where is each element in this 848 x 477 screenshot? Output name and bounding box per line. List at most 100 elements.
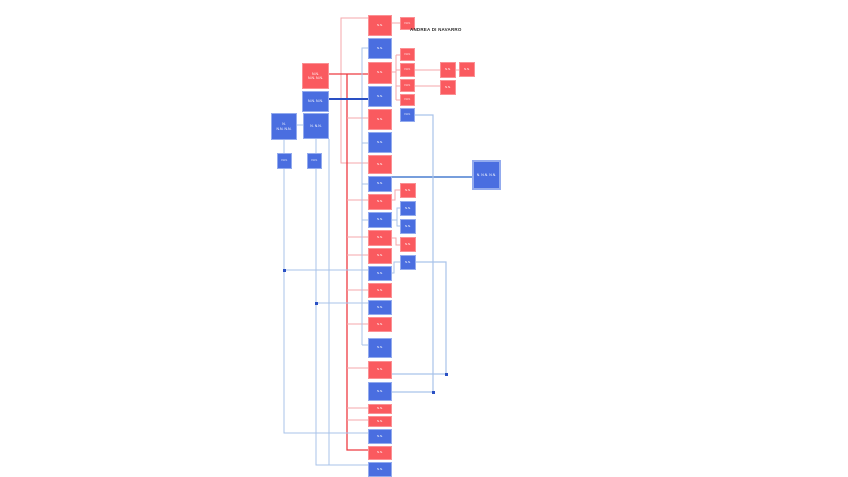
person-node-m18[interactable]: N.N. <box>368 361 392 379</box>
person-node-c7[interactable]: N.N. <box>400 183 416 198</box>
person-node-label: N.N. <box>405 259 411 264</box>
person-node-label: N.N. <box>377 367 383 372</box>
person-node-c3[interactable]: N.N. <box>400 63 415 77</box>
person-node-label: N. N.N. <box>310 123 322 128</box>
person-node-label: N.N. <box>311 158 318 163</box>
person-node-m2[interactable]: N.N. <box>368 38 392 59</box>
person-node-label: N.N. <box>281 158 288 163</box>
person-node-label: N.N. <box>404 82 411 87</box>
person-node-m23[interactable]: N.N. <box>368 446 392 460</box>
connector-line <box>392 261 447 375</box>
person-node-m12[interactable]: N.N. <box>368 248 392 264</box>
connector-line <box>346 74 368 451</box>
person-node-B1[interactable]: N. N.N. N.N. <box>472 160 501 190</box>
person-node-label: N.N. <box>404 20 411 25</box>
junction-dot <box>283 269 286 272</box>
connector-line <box>315 169 368 466</box>
person-node-m11[interactable]: N.N. <box>368 230 392 246</box>
person-node-c9[interactable]: N.N. <box>400 219 416 234</box>
person-node-label: N.N. <box>464 66 470 71</box>
person-node-label: N.N. <box>377 235 383 240</box>
person-node-c8[interactable]: N.N. <box>400 201 416 216</box>
person-node-label: N.N. <box>404 67 411 72</box>
person-node-label: N.N. <box>404 51 411 56</box>
person-node-m4[interactable]: N.N. <box>368 86 392 107</box>
person-node-label: N.N. <box>377 116 383 121</box>
person-node-label: N.N. N.N. <box>308 99 323 104</box>
person-node-m15[interactable]: N.N. <box>368 300 392 315</box>
connector-line <box>361 47 368 345</box>
person-node-label: N.N. <box>445 67 451 72</box>
person-node-c1[interactable]: N.N. <box>400 17 415 30</box>
person-node-label: N.N. <box>377 304 383 309</box>
person-node-label: N.N. <box>377 181 383 186</box>
person-node-label: N.N. <box>377 321 383 326</box>
person-node-label: N.N. <box>405 205 411 210</box>
person-node-r3[interactable]: N.N. <box>440 80 456 95</box>
person-node-r2[interactable]: N.N. <box>459 62 475 77</box>
person-node-L5[interactable]: N.N. <box>277 153 292 169</box>
person-node-label: N.N. <box>377 287 383 292</box>
connector-line <box>392 189 400 201</box>
person-node-m20[interactable]: N.N. <box>368 404 392 414</box>
person-node-c6[interactable]: N.N. <box>400 108 415 122</box>
person-node-m8[interactable]: N.N. <box>368 176 392 192</box>
person-node-label: N. N.N. N.N. <box>276 122 292 131</box>
person-node-label: N.N. <box>377 22 383 27</box>
person-node-c4[interactable]: N.N. <box>400 79 415 92</box>
person-node-L1[interactable]: N.N. N.N. N.N. <box>302 63 329 89</box>
person-node-label: N.N. <box>405 241 411 246</box>
person-node-label: N.N. <box>405 187 411 192</box>
person-node-label: N.N. <box>377 217 383 222</box>
connector-line <box>392 207 400 221</box>
person-node-m9[interactable]: N.N. <box>368 194 392 210</box>
person-node-m14[interactable]: N.N. <box>368 283 392 298</box>
person-node-label: N.N. <box>404 97 411 102</box>
person-node-m17[interactable]: N.N. <box>368 338 392 358</box>
person-node-label: N.N. <box>377 345 383 350</box>
connector-line <box>392 261 400 274</box>
person-node-L2[interactable]: N.N. N.N. <box>302 91 329 112</box>
person-node-L6[interactable]: N.N. <box>307 153 322 169</box>
person-name-label: ANDREA DI NAVARRO <box>410 27 462 32</box>
person-node-label: N.N. <box>377 161 383 166</box>
person-node-c11[interactable]: N.N. <box>400 255 416 270</box>
person-node-m1[interactable]: N.N. <box>368 15 392 36</box>
person-node-label: N.N. N.N. N.N. <box>308 71 323 80</box>
person-node-label: N.N. <box>377 270 383 275</box>
person-node-L3[interactable]: N. N.N. N.N. <box>271 113 297 140</box>
person-node-c2[interactable]: N.N. <box>400 48 415 61</box>
person-node-label: N.N. <box>377 139 383 144</box>
person-node-m19[interactable]: N.N. <box>368 382 392 401</box>
person-node-label: N.N. <box>377 253 383 258</box>
person-node-L4[interactable]: N. N.N. <box>303 113 329 139</box>
person-node-m10[interactable]: N.N. <box>368 212 392 228</box>
person-node-m5[interactable]: N.N. <box>368 109 392 130</box>
person-node-m13[interactable]: N.N. <box>368 266 392 281</box>
person-node-label: N.N. <box>377 199 383 204</box>
person-node-label: N.N. <box>377 466 383 471</box>
connector-line <box>392 237 400 246</box>
person-node-c10[interactable]: N.N. <box>400 237 416 252</box>
person-node-label: N.N. <box>445 84 451 89</box>
person-node-c5[interactable]: N.N. <box>400 94 415 106</box>
person-node-m7[interactable]: N.N. <box>368 155 392 174</box>
person-node-m22[interactable]: N.N. <box>368 429 392 444</box>
person-node-r1[interactable]: N.N. <box>440 62 456 78</box>
person-node-m24[interactable]: N.N. <box>368 462 392 477</box>
junction-dot <box>315 302 318 305</box>
person-node-m16[interactable]: N.N. <box>368 317 392 332</box>
person-node-label: N.N. <box>377 70 383 75</box>
person-node-label: N.N. <box>377 388 383 393</box>
person-node-m21[interactable]: N.N. <box>368 416 392 427</box>
person-node-label: N.N. <box>377 93 383 98</box>
connector-line <box>396 220 400 227</box>
person-node-label: N.N. <box>405 223 411 228</box>
person-node-label: N.N. <box>377 450 383 455</box>
connector-line <box>283 169 368 434</box>
person-node-m3[interactable]: N.N. <box>368 62 392 84</box>
connector-line <box>392 114 434 393</box>
person-node-m6[interactable]: N.N. <box>368 132 392 153</box>
connector-line <box>340 17 368 164</box>
